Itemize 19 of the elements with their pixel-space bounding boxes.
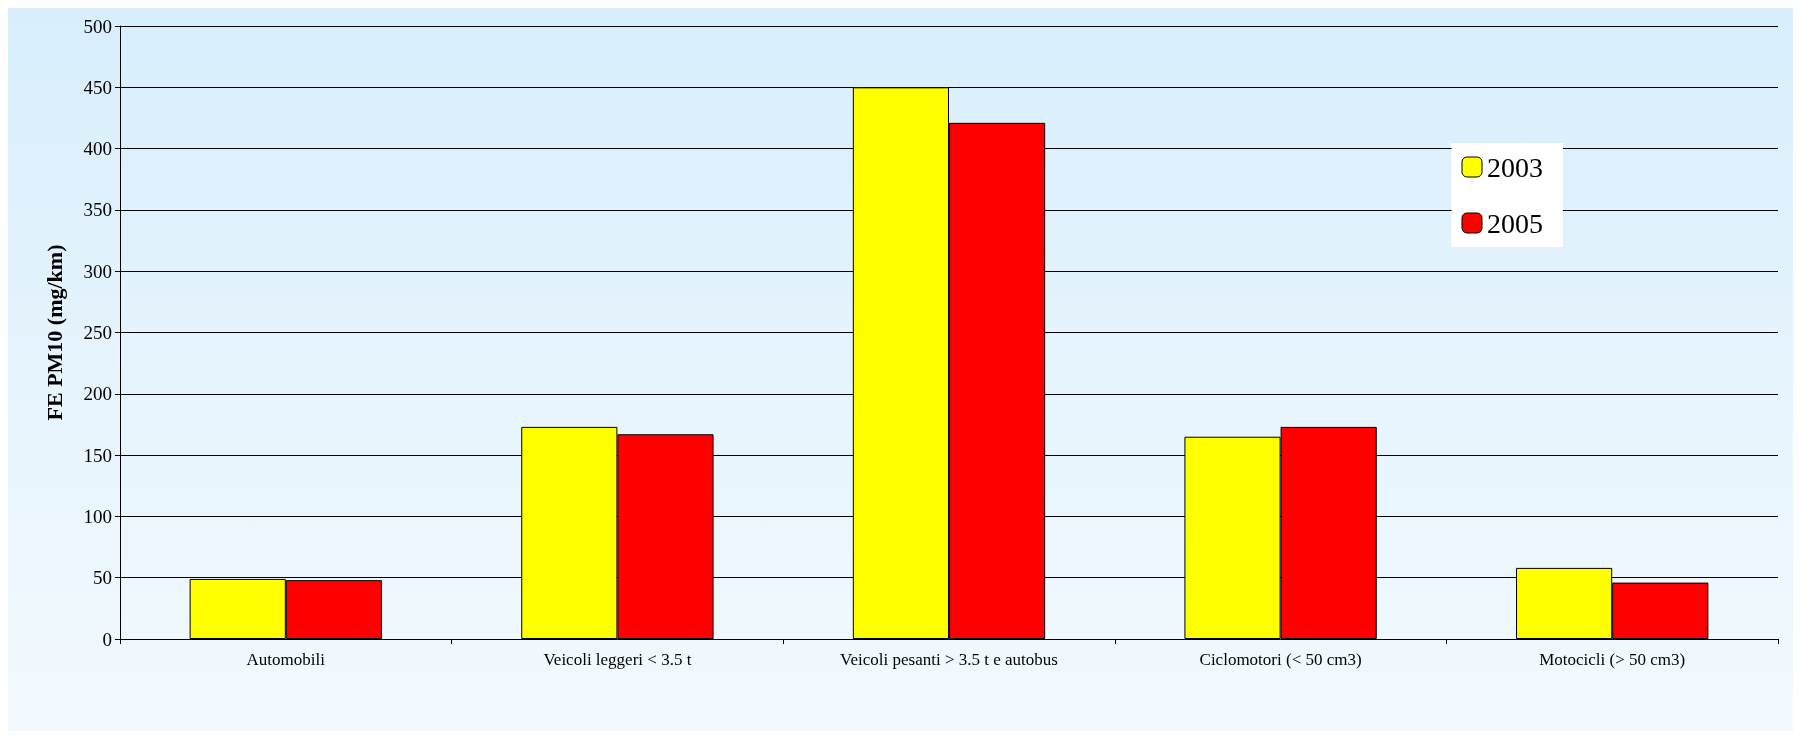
y-tick-label: 250 — [83, 322, 112, 343]
y-tick-label: 450 — [83, 76, 112, 98]
y-tick-label: 350 — [83, 199, 112, 221]
y-tick-label: 100 — [83, 505, 112, 527]
y-tick-label: 400 — [83, 138, 112, 160]
x-tick-label: Motocicli (> 50 cm3) — [1539, 649, 1686, 669]
x-tick-label: Veicoli leggeri < 3.5 t — [543, 649, 692, 669]
x-tick-label: Ciclomotori (< 50 cm3) — [1199, 649, 1362, 669]
y-tick-label: 50 — [93, 567, 112, 589]
y-tick-label: 150 — [83, 444, 112, 466]
y-tick-label: 200 — [83, 383, 112, 405]
legend-label: 2003 — [1487, 151, 1543, 183]
y-tick-label: 500 — [83, 15, 112, 37]
y-tick-label: 300 — [83, 260, 112, 282]
legend-label: 2005 — [1487, 207, 1543, 239]
x-tick-label: Veicoli pesanti > 3.5 t e autobus — [840, 649, 1058, 669]
y-axis-title: FE PM10 (mg/km) — [41, 244, 67, 421]
x-tick-label: Automobili — [246, 649, 326, 669]
y-tick-label: 0 — [102, 628, 112, 650]
